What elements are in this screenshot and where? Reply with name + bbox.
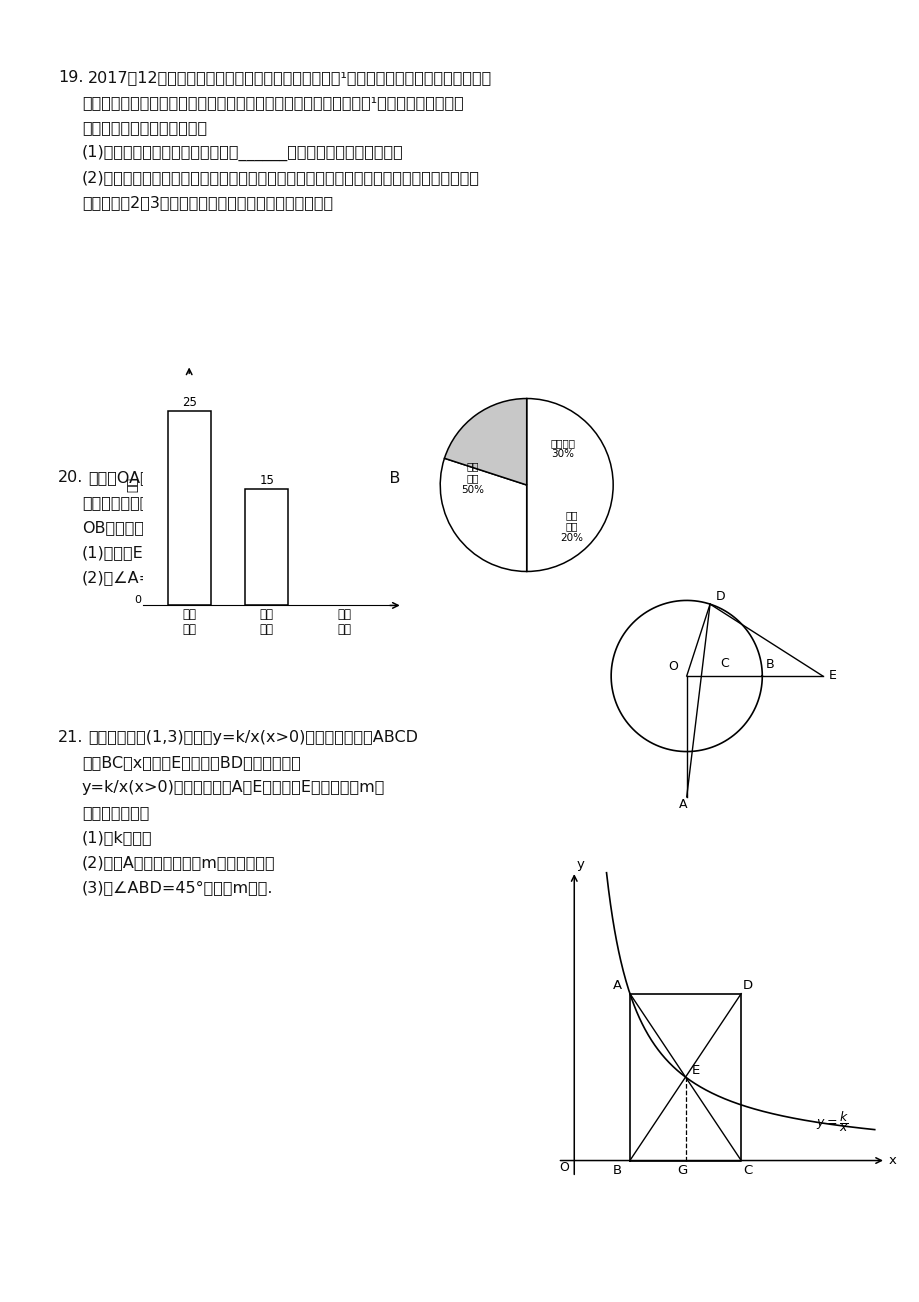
- Text: 的边BC在x轴上，E是对角线BD的中点，函数: 的边BC在x轴上，E是对角线BD的中点，函数: [82, 755, 301, 769]
- Text: 上的一动点，连接AC并延长交⊙O于D，过点D作直线交: 上的一动点，连接AC并延长交⊙O于D，过点D作直线交: [82, 495, 346, 510]
- Text: 25: 25: [182, 396, 197, 409]
- Text: 20.: 20.: [58, 470, 84, 486]
- Text: 的人数比为2：3，应从第一考场调多少学生到第三考场？: 的人数比为2：3，应从第一考场调多少学生到第三考场？: [82, 195, 333, 210]
- Text: E: E: [691, 1064, 699, 1077]
- Text: (1)求证：ED是⊙O的切线；: (1)求证：ED是⊙O的切线；: [82, 546, 230, 560]
- Text: 据图中的信息回答下列问题：: 据图中的信息回答下列问题：: [82, 120, 207, 135]
- Text: D: D: [742, 979, 752, 992]
- Text: D: D: [715, 590, 724, 603]
- Text: 第一
考场
50%: 第一 考场 50%: [461, 461, 484, 495]
- Text: 21.: 21.: [58, 730, 84, 745]
- Text: B: B: [765, 659, 773, 672]
- Text: (2)根据实际情况，需从第一考场调部分学生到第三考场考试，使第一考场的人数与第三考场: (2)根据实际情况，需从第一考场调部分学生到第三考场考试，使第一考场的人数与第三…: [82, 171, 480, 185]
- Bar: [167, 411, 210, 605]
- Text: OB延长线于E，且DE=CE，已知OA=8.: OB延长线于E，且DE=CE，已知OA=8.: [82, 519, 312, 535]
- Wedge shape: [526, 398, 612, 572]
- Text: 分第一考场、第二考场、第三考场，下面两幅统计图反映原来安排九¹班考生人数，请你根: 分第一考场、第二考场、第三考场，下面两幅统计图反映原来安排九¹班考生人数，请你根: [82, 95, 463, 109]
- Text: (3)当∠ABD=45°时，求m的値.: (3)当∠ABD=45°时，求m的値.: [82, 880, 273, 894]
- Text: O: O: [667, 660, 677, 673]
- Text: A: A: [678, 798, 686, 811]
- Text: C: C: [743, 1164, 752, 1177]
- Text: 第三
考场
20%: 第三 考场 20%: [560, 510, 583, 543]
- Text: 第二考场
30%: 第二考场 30%: [550, 437, 575, 460]
- Text: y=k/x(x>0)的图象又经过A、E两点，点E的横坐标为m，: y=k/x(x>0)的图象又经过A、E两点，点E的横坐标为m，: [82, 780, 385, 796]
- Wedge shape: [440, 458, 526, 572]
- Text: (2)求点A的坐标；（用含m代数式表示）: (2)求点A的坐标；（用含m代数式表示）: [82, 855, 276, 870]
- Text: O: O: [559, 1160, 569, 1173]
- Text: 如图，OA，OB是⊙O的两条半径，OA⊥OB，C是半径OB: 如图，OA，OB是⊙O的两条半径，OA⊥OB，C是半径OB: [88, 470, 400, 486]
- Text: G: G: [677, 1164, 687, 1177]
- Text: y: y: [576, 858, 584, 871]
- Text: 已知如图：点(1,3)在函数y=k/x(x>0)的图象上，矩形ABCD: 已知如图：点(1,3)在函数y=k/x(x>0)的图象上，矩形ABCD: [88, 730, 417, 745]
- Text: E: E: [828, 669, 835, 682]
- Text: 15: 15: [259, 474, 274, 487]
- Text: (2)当∠A=30°时，求CD的长.: (2)当∠A=30°时，求CD的长.: [82, 570, 257, 585]
- Text: 2017年12月全市组织了计算机等级考试，江南中学九¹班同学都参加了计算机等级考试，: 2017年12月全市组织了计算机等级考试，江南中学九¹班同学都参加了计算机等级考…: [88, 70, 492, 85]
- Text: (1)求k的値；: (1)求k的値；: [82, 829, 153, 845]
- Text: 19.: 19.: [58, 70, 84, 85]
- Text: 解答下列问题：: 解答下列问题：: [82, 805, 149, 820]
- Y-axis label: 人数: 人数: [127, 478, 140, 492]
- Wedge shape: [444, 398, 527, 484]
- Text: x: x: [888, 1154, 895, 1167]
- Text: A: A: [612, 979, 621, 992]
- Bar: [245, 488, 288, 605]
- Text: 0: 0: [134, 595, 141, 605]
- Text: B: B: [612, 1164, 621, 1177]
- Text: $y=\dfrac{k}{x}$: $y=\dfrac{k}{x}$: [815, 1109, 848, 1134]
- Text: C: C: [720, 658, 728, 671]
- Text: (1)该班参加第三考场考试的人数为______，并补全频数分布直方图；: (1)该班参加第三考场考试的人数为______，并补全频数分布直方图；: [82, 145, 403, 161]
